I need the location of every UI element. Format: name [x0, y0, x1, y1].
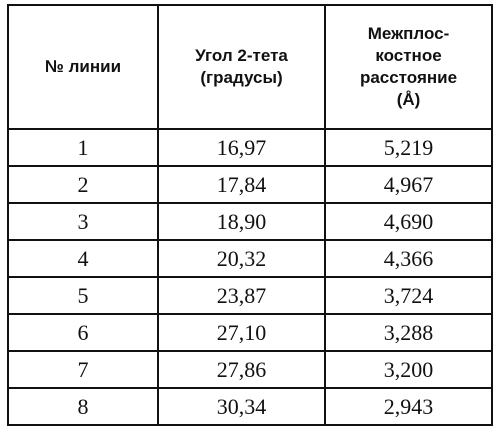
cell-angle: 17,84: [157, 165, 326, 204]
cell-spacing: 2,943: [324, 387, 493, 426]
cell-angle: 23,87: [157, 276, 326, 315]
cell-line-number: 7: [7, 350, 159, 389]
cell-spacing: 3,724: [324, 276, 493, 315]
cell-spacing: 4,366: [324, 239, 493, 278]
cell-line-number: 3: [7, 202, 159, 241]
cell-angle: 27,86: [157, 350, 326, 389]
xrd-lines-table: № линии Угол 2-тета (градусы) Межплос- к…: [7, 4, 493, 426]
header-spacing-line-3: расстояние: [359, 68, 458, 87]
cell-spacing: 3,200: [324, 350, 493, 389]
table-row: 3 18,90 4,690: [7, 202, 493, 241]
cell-angle: 18,90: [157, 202, 326, 241]
table-row: 1 16,97 5,219: [7, 128, 493, 167]
cell-spacing: 4,690: [324, 202, 493, 241]
cell-angle: 20,32: [157, 239, 326, 278]
cell-line-number: 4: [7, 239, 159, 278]
header-spacing-line-1: Межплос-: [367, 24, 450, 43]
table-row: 4 20,32 4,366: [7, 239, 493, 278]
cell-line-number: 8: [7, 387, 159, 426]
header-angle: Угол 2-тета (градусы): [157, 4, 326, 130]
header-line-number-text: № линии: [44, 57, 122, 76]
cell-angle: 16,97: [157, 128, 326, 167]
data-table-container: № линии Угол 2-тета (градусы) Межплос- к…: [7, 4, 493, 426]
cell-angle: 27,10: [157, 313, 326, 352]
cell-angle: 30,34: [157, 387, 326, 426]
table-row: 6 27,10 3,288: [7, 313, 493, 352]
cell-line-number: 2: [7, 165, 159, 204]
cell-spacing: 4,967: [324, 165, 493, 204]
table-row: 5 23,87 3,724: [7, 276, 493, 315]
header-spacing: Межплос- костное расстояние (Å): [324, 4, 493, 130]
header-row: № линии Угол 2-тета (градусы) Межплос- к…: [7, 4, 493, 130]
cell-line-number: 5: [7, 276, 159, 315]
cell-spacing: 5,219: [324, 128, 493, 167]
cell-line-number: 6: [7, 313, 159, 352]
cell-spacing: 3,288: [324, 313, 493, 352]
table-row: 7 27,86 3,200: [7, 350, 493, 389]
header-line-number: № линии: [7, 4, 159, 130]
table-row: 2 17,84 4,967: [7, 165, 493, 204]
header-angle-line-2: (градусы): [200, 68, 283, 87]
header-angle-line-1: Угол 2-тета: [195, 46, 288, 65]
cell-line-number: 1: [7, 128, 159, 167]
table-row: 8 30,34 2,943: [7, 387, 493, 426]
header-spacing-line-4: (Å): [396, 90, 421, 109]
header-spacing-line-2: костное: [375, 46, 442, 65]
